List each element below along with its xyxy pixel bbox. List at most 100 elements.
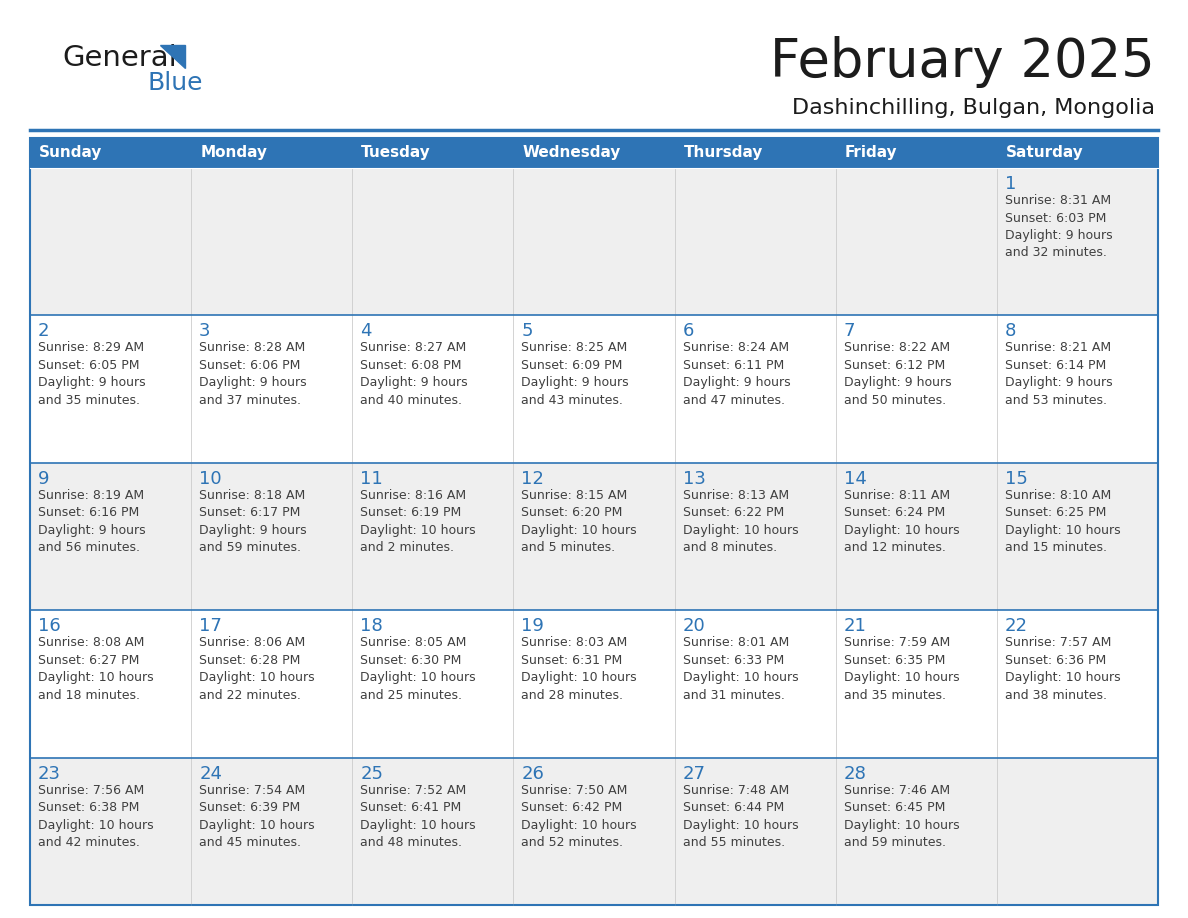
Text: 18: 18 bbox=[360, 617, 383, 635]
Text: 11: 11 bbox=[360, 470, 383, 487]
Text: 14: 14 bbox=[843, 470, 866, 487]
Bar bbox=[30, 610, 191, 757]
Text: Sunrise: 8:03 AM
Sunset: 6:31 PM
Daylight: 10 hours
and 28 minutes.: Sunrise: 8:03 AM Sunset: 6:31 PM Dayligh… bbox=[522, 636, 637, 701]
Text: Sunrise: 8:21 AM
Sunset: 6:14 PM
Daylight: 9 hours
and 53 minutes.: Sunrise: 8:21 AM Sunset: 6:14 PM Dayligh… bbox=[1005, 341, 1112, 407]
Text: Sunrise: 7:54 AM
Sunset: 6:39 PM
Daylight: 10 hours
and 45 minutes.: Sunrise: 7:54 AM Sunset: 6:39 PM Dayligh… bbox=[200, 784, 315, 849]
Bar bbox=[675, 316, 835, 463]
Text: Sunrise: 8:31 AM
Sunset: 6:03 PM
Daylight: 9 hours
and 32 minutes.: Sunrise: 8:31 AM Sunset: 6:03 PM Dayligh… bbox=[1005, 194, 1112, 260]
Text: Blue: Blue bbox=[148, 71, 203, 95]
Bar bbox=[835, 316, 997, 463]
Bar bbox=[30, 138, 191, 168]
Text: 8: 8 bbox=[1005, 322, 1016, 341]
Bar bbox=[513, 610, 675, 757]
Text: Sunrise: 7:46 AM
Sunset: 6:45 PM
Daylight: 10 hours
and 59 minutes.: Sunrise: 7:46 AM Sunset: 6:45 PM Dayligh… bbox=[843, 784, 960, 849]
Text: Sunrise: 8:01 AM
Sunset: 6:33 PM
Daylight: 10 hours
and 31 minutes.: Sunrise: 8:01 AM Sunset: 6:33 PM Dayligh… bbox=[683, 636, 798, 701]
Bar bbox=[835, 168, 997, 316]
Text: Thursday: Thursday bbox=[683, 145, 763, 161]
Text: 23: 23 bbox=[38, 765, 61, 783]
Text: Sunrise: 8:24 AM
Sunset: 6:11 PM
Daylight: 9 hours
and 47 minutes.: Sunrise: 8:24 AM Sunset: 6:11 PM Dayligh… bbox=[683, 341, 790, 407]
Bar bbox=[30, 138, 1158, 905]
Bar bbox=[513, 463, 675, 610]
Text: Sunrise: 8:06 AM
Sunset: 6:28 PM
Daylight: 10 hours
and 22 minutes.: Sunrise: 8:06 AM Sunset: 6:28 PM Dayligh… bbox=[200, 636, 315, 701]
Text: Sunrise: 8:29 AM
Sunset: 6:05 PM
Daylight: 9 hours
and 35 minutes.: Sunrise: 8:29 AM Sunset: 6:05 PM Dayligh… bbox=[38, 341, 146, 407]
Bar bbox=[191, 610, 353, 757]
Bar bbox=[835, 463, 997, 610]
Text: Sunrise: 7:57 AM
Sunset: 6:36 PM
Daylight: 10 hours
and 38 minutes.: Sunrise: 7:57 AM Sunset: 6:36 PM Dayligh… bbox=[1005, 636, 1120, 701]
Bar bbox=[30, 757, 191, 905]
Bar bbox=[997, 168, 1158, 316]
Text: 10: 10 bbox=[200, 470, 222, 487]
Text: 3: 3 bbox=[200, 322, 210, 341]
Bar bbox=[997, 757, 1158, 905]
Bar bbox=[997, 138, 1158, 168]
Bar bbox=[675, 757, 835, 905]
Text: Sunrise: 8:15 AM
Sunset: 6:20 PM
Daylight: 10 hours
and 5 minutes.: Sunrise: 8:15 AM Sunset: 6:20 PM Dayligh… bbox=[522, 488, 637, 554]
Text: Monday: Monday bbox=[200, 145, 267, 161]
Text: Sunrise: 8:10 AM
Sunset: 6:25 PM
Daylight: 10 hours
and 15 minutes.: Sunrise: 8:10 AM Sunset: 6:25 PM Dayligh… bbox=[1005, 488, 1120, 554]
Bar bbox=[513, 757, 675, 905]
Text: Sunrise: 8:22 AM
Sunset: 6:12 PM
Daylight: 9 hours
and 50 minutes.: Sunrise: 8:22 AM Sunset: 6:12 PM Dayligh… bbox=[843, 341, 952, 407]
Text: 17: 17 bbox=[200, 617, 222, 635]
Bar bbox=[675, 138, 835, 168]
Text: 15: 15 bbox=[1005, 470, 1028, 487]
Text: Sunrise: 7:48 AM
Sunset: 6:44 PM
Daylight: 10 hours
and 55 minutes.: Sunrise: 7:48 AM Sunset: 6:44 PM Dayligh… bbox=[683, 784, 798, 849]
Text: Sunrise: 8:28 AM
Sunset: 6:06 PM
Daylight: 9 hours
and 37 minutes.: Sunrise: 8:28 AM Sunset: 6:06 PM Dayligh… bbox=[200, 341, 307, 407]
Text: Tuesday: Tuesday bbox=[361, 145, 431, 161]
Bar bbox=[513, 138, 675, 168]
Text: Sunrise: 8:11 AM
Sunset: 6:24 PM
Daylight: 10 hours
and 12 minutes.: Sunrise: 8:11 AM Sunset: 6:24 PM Dayligh… bbox=[843, 488, 960, 554]
Bar bbox=[997, 463, 1158, 610]
Bar bbox=[191, 138, 353, 168]
Bar bbox=[835, 610, 997, 757]
Text: 6: 6 bbox=[683, 322, 694, 341]
Text: Sunrise: 8:16 AM
Sunset: 6:19 PM
Daylight: 10 hours
and 2 minutes.: Sunrise: 8:16 AM Sunset: 6:19 PM Dayligh… bbox=[360, 488, 476, 554]
Bar bbox=[513, 316, 675, 463]
Text: Wednesday: Wednesday bbox=[523, 145, 621, 161]
Bar bbox=[191, 757, 353, 905]
Text: Sunrise: 8:27 AM
Sunset: 6:08 PM
Daylight: 9 hours
and 40 minutes.: Sunrise: 8:27 AM Sunset: 6:08 PM Dayligh… bbox=[360, 341, 468, 407]
Text: 1: 1 bbox=[1005, 175, 1016, 193]
Bar bbox=[191, 168, 353, 316]
Bar bbox=[997, 610, 1158, 757]
Text: 13: 13 bbox=[683, 470, 706, 487]
Text: Sunrise: 8:05 AM
Sunset: 6:30 PM
Daylight: 10 hours
and 25 minutes.: Sunrise: 8:05 AM Sunset: 6:30 PM Dayligh… bbox=[360, 636, 476, 701]
Text: Sunrise: 8:25 AM
Sunset: 6:09 PM
Daylight: 9 hours
and 43 minutes.: Sunrise: 8:25 AM Sunset: 6:09 PM Dayligh… bbox=[522, 341, 630, 407]
Bar bbox=[353, 610, 513, 757]
Text: Sunrise: 8:08 AM
Sunset: 6:27 PM
Daylight: 10 hours
and 18 minutes.: Sunrise: 8:08 AM Sunset: 6:27 PM Dayligh… bbox=[38, 636, 153, 701]
Bar bbox=[30, 316, 191, 463]
Bar bbox=[353, 757, 513, 905]
Bar bbox=[191, 463, 353, 610]
Text: Dashinchilling, Bulgan, Mongolia: Dashinchilling, Bulgan, Mongolia bbox=[792, 98, 1155, 118]
Bar bbox=[353, 168, 513, 316]
Bar bbox=[191, 316, 353, 463]
Text: Saturday: Saturday bbox=[1006, 145, 1083, 161]
Text: 28: 28 bbox=[843, 765, 866, 783]
Text: Sunrise: 7:56 AM
Sunset: 6:38 PM
Daylight: 10 hours
and 42 minutes.: Sunrise: 7:56 AM Sunset: 6:38 PM Dayligh… bbox=[38, 784, 153, 849]
Text: Friday: Friday bbox=[845, 145, 897, 161]
Text: 12: 12 bbox=[522, 470, 544, 487]
Text: 25: 25 bbox=[360, 765, 384, 783]
Bar bbox=[353, 463, 513, 610]
Text: Sunrise: 8:18 AM
Sunset: 6:17 PM
Daylight: 9 hours
and 59 minutes.: Sunrise: 8:18 AM Sunset: 6:17 PM Dayligh… bbox=[200, 488, 307, 554]
Text: Sunrise: 7:59 AM
Sunset: 6:35 PM
Daylight: 10 hours
and 35 minutes.: Sunrise: 7:59 AM Sunset: 6:35 PM Dayligh… bbox=[843, 636, 960, 701]
Text: 21: 21 bbox=[843, 617, 866, 635]
Text: Sunday: Sunday bbox=[39, 145, 102, 161]
Text: 5: 5 bbox=[522, 322, 533, 341]
Text: Sunrise: 8:13 AM
Sunset: 6:22 PM
Daylight: 10 hours
and 8 minutes.: Sunrise: 8:13 AM Sunset: 6:22 PM Dayligh… bbox=[683, 488, 798, 554]
Text: Sunrise: 8:19 AM
Sunset: 6:16 PM
Daylight: 9 hours
and 56 minutes.: Sunrise: 8:19 AM Sunset: 6:16 PM Dayligh… bbox=[38, 488, 146, 554]
Bar bbox=[675, 610, 835, 757]
Bar bbox=[675, 463, 835, 610]
Text: Sunrise: 7:52 AM
Sunset: 6:41 PM
Daylight: 10 hours
and 48 minutes.: Sunrise: 7:52 AM Sunset: 6:41 PM Dayligh… bbox=[360, 784, 476, 849]
Text: 7: 7 bbox=[843, 322, 855, 341]
Text: 22: 22 bbox=[1005, 617, 1028, 635]
Polygon shape bbox=[160, 45, 185, 68]
Text: General: General bbox=[62, 44, 177, 72]
Bar bbox=[835, 757, 997, 905]
Bar bbox=[353, 138, 513, 168]
Text: 24: 24 bbox=[200, 765, 222, 783]
Text: 4: 4 bbox=[360, 322, 372, 341]
Bar bbox=[675, 168, 835, 316]
Text: 16: 16 bbox=[38, 617, 61, 635]
Bar bbox=[835, 138, 997, 168]
Text: 9: 9 bbox=[38, 470, 50, 487]
Text: 26: 26 bbox=[522, 765, 544, 783]
